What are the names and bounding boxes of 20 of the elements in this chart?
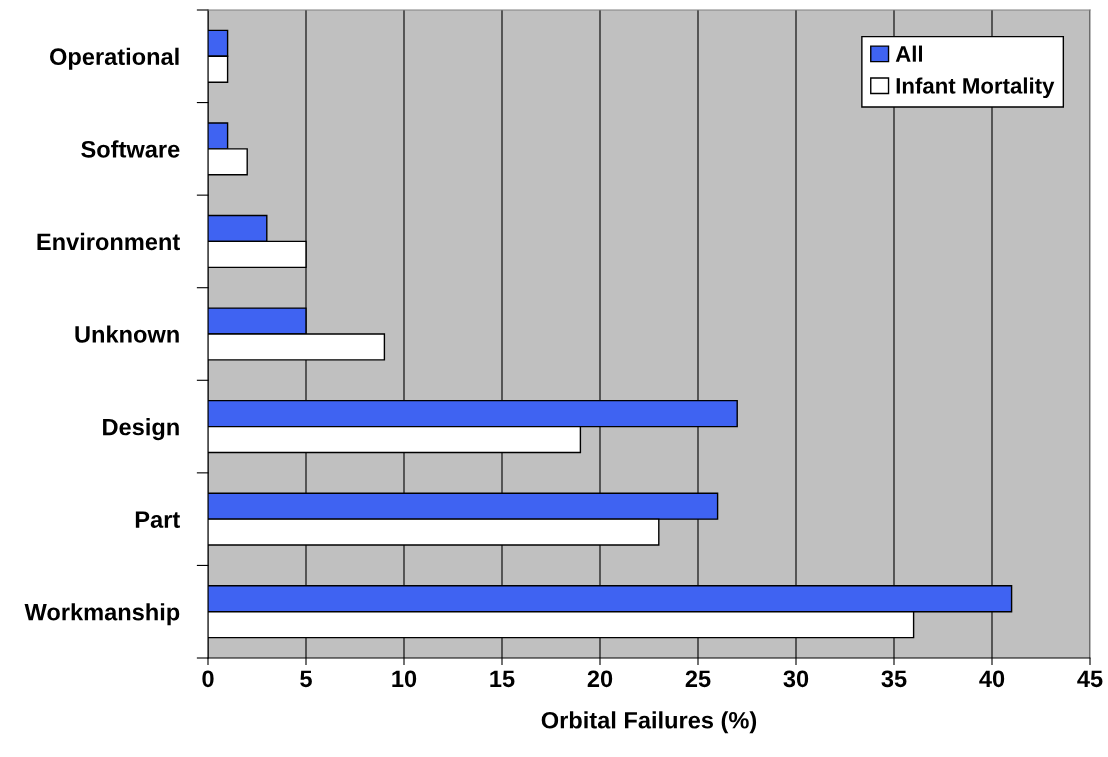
x-tick-label: 0 <box>202 670 214 688</box>
legend-label: All <box>895 45 923 62</box>
x-axis-title: Orbital Failures (%) <box>541 711 757 734</box>
y-tick-label: Unknown <box>75 325 179 343</box>
x-tick-label: 10 <box>392 670 417 688</box>
y-tick-label: Operational <box>50 47 179 70</box>
x-tick-label: 20 <box>587 670 613 688</box>
x-tick-label: 35 <box>881 670 907 688</box>
x-tick-label: 30 <box>783 670 809 688</box>
x-tick-label: 45 <box>1077 670 1103 688</box>
x-tick-label: 15 <box>490 670 515 688</box>
x-tick-label: 25 <box>685 670 711 688</box>
y-tick-label: Part <box>135 511 180 528</box>
x-tick-label: 5 <box>300 670 312 688</box>
x-tick-label: 40 <box>979 670 1005 688</box>
y-tick-label: Software <box>81 140 180 158</box>
y-tick-label: Environment <box>37 232 180 251</box>
y-tick-label: Design <box>103 418 179 441</box>
y-tick-label: Workmanship <box>24 603 180 626</box>
legend-label: Infant Mortality <box>896 77 1055 99</box>
